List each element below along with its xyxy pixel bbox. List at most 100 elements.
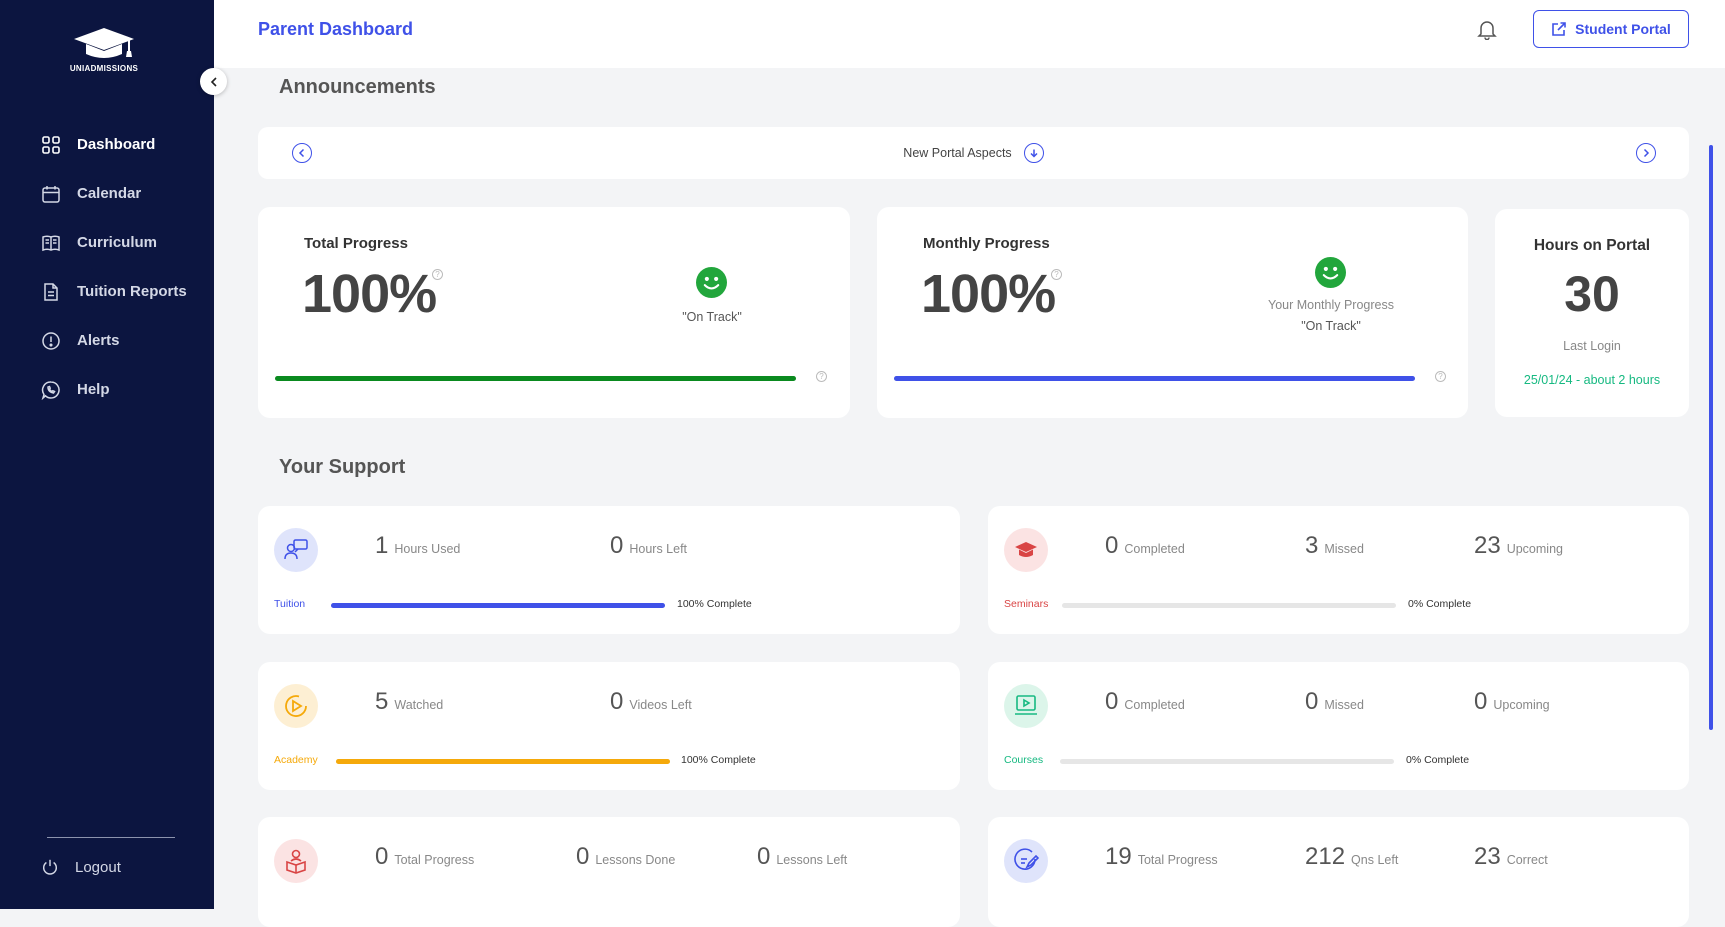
student-portal-button[interactable]: Student Portal [1533, 10, 1689, 48]
stat-label: Upcoming [1493, 698, 1550, 712]
academy-stat-watched: 5 Watched [375, 688, 443, 716]
stat-number: 0 [1105, 532, 1119, 559]
next-announcement-button[interactable] [1636, 143, 1656, 163]
hours-on-portal-value: 30 [1564, 266, 1620, 322]
courses-stat-completed: 0 Completed [1105, 688, 1185, 716]
courses-stat-upcoming: 0 Upcoming [1474, 688, 1550, 716]
expand-announcement-button[interactable] [1023, 143, 1044, 163]
announcements-title: Announcements [279, 76, 436, 98]
notifications-button[interactable] [1476, 18, 1498, 45]
stat-label: Missed [1324, 542, 1364, 556]
hours-on-portal-card: Hours on Portal 30 Last Login 25/01/24 -… [1495, 209, 1689, 417]
sidebar-item-label: Dashboard [77, 136, 156, 153]
bell-icon [1477, 21, 1497, 41]
stat-label: Correct [1506, 853, 1548, 867]
prev-announcement-button[interactable] [292, 143, 312, 163]
stat-number: 23 [1474, 843, 1501, 870]
help-icon[interactable]: ? [1051, 269, 1062, 280]
chevron-left-icon [298, 148, 305, 158]
sidebar-item-dashboard[interactable]: Dashboard [0, 120, 214, 169]
arrow-down-icon [1030, 149, 1038, 158]
stat-number: 0 [1474, 688, 1488, 715]
sidebar-item-calendar[interactable]: Calendar [0, 169, 214, 218]
power-icon [42, 859, 58, 875]
seminars-label: Seminars [1004, 598, 1049, 610]
logout-button[interactable]: Logout [41, 858, 121, 876]
help-icon[interactable]: ? [1435, 371, 1446, 382]
graduation-cap-icon [74, 28, 134, 58]
last-login-value: 25/01/24 - about 2 hours [1523, 373, 1661, 387]
academy-stat-videos-left: 0 Videos Left [610, 688, 692, 716]
total-progress-bar-fill [275, 376, 796, 381]
help-icon[interactable]: ? [432, 269, 443, 280]
sidebar-item-tuition-reports[interactable]: Tuition Reports [0, 267, 214, 316]
announcement-item[interactable]: New Portal Aspects [903, 143, 1044, 163]
stat-number: 0 [1305, 688, 1319, 715]
stat-number: 212 [1305, 843, 1346, 870]
sidebar-item-help[interactable]: Help [0, 365, 214, 414]
academy-card: 5 Watched 0 Videos Left Academy 100% Com… [258, 662, 960, 790]
academy-icon-badge [274, 684, 318, 728]
tuition-progress-bar-fill [331, 603, 665, 608]
seminars-percent-complete: 0% Complete [1408, 598, 1472, 610]
sidebar-item-alerts[interactable]: Alerts [0, 316, 214, 365]
seminars-stat-completed: 0 Completed [1105, 532, 1185, 560]
monthly-progress-status: "On Track" [1301, 319, 1361, 333]
sidebar-divider [47, 837, 175, 838]
stat-number: 19 [1105, 843, 1132, 870]
stat-label: Completed [1124, 698, 1185, 712]
alert-icon [42, 331, 60, 350]
stat-label: Videos Left [629, 698, 692, 712]
questions-stat-correct: 23 Correct [1474, 843, 1548, 871]
graduation-cap-icon [1015, 542, 1037, 557]
sidebar-item-curriculum[interactable]: Curriculum [0, 218, 214, 267]
stat-label: Upcoming [1506, 542, 1563, 556]
stat-number: 0 [375, 843, 389, 870]
tuition-stat-hours-used: 1 Hours Used [375, 532, 460, 560]
courses-progress-bar [1060, 759, 1394, 764]
main-scrollbar[interactable] [1709, 145, 1713, 730]
chevron-left-icon [210, 76, 217, 87]
academy-label: Academy [274, 754, 318, 766]
sidebar-item-label: Curriculum [77, 234, 158, 251]
questions-stat-qns-left: 212 Qns Left [1305, 843, 1398, 871]
seminars-stat-upcoming: 23 Upcoming [1474, 532, 1563, 560]
book-icon [42, 235, 60, 251]
total-progress-value: 100% [302, 264, 437, 324]
stat-number: 23 [1474, 532, 1501, 559]
edit-notes-icon [1014, 848, 1039, 870]
stat-label: Qns Left [1351, 853, 1399, 867]
total-progress-bar [275, 376, 796, 381]
stat-number: 0 [576, 843, 590, 870]
logo[interactable]: UNIADMISSIONS [68, 26, 140, 73]
stat-number: 0 [1105, 688, 1119, 715]
stat-label: Missed [1324, 698, 1364, 712]
academy-progress-bar [336, 759, 670, 764]
last-login-label: Last Login [1563, 339, 1621, 353]
document-icon [44, 282, 58, 301]
courses-stat-missed: 0 Missed [1305, 688, 1364, 716]
page-title: Parent Dashboard [258, 19, 414, 39]
lessons-card: 0 Total Progress 0 Lessons Done 0 Lesson… [258, 817, 960, 927]
chevron-right-icon [1643, 148, 1650, 158]
tuition-progress-bar [331, 603, 665, 608]
courses-icon-badge [1004, 684, 1048, 728]
tuition-percent-complete: 100% Complete [677, 598, 752, 610]
main-content: Announcements New Portal Aspects Total P… [214, 68, 1725, 927]
stat-label: Lessons Left [776, 853, 848, 867]
tutor-icon [284, 539, 308, 560]
help-icon[interactable]: ? [816, 371, 827, 382]
announcement-carousel: New Portal Aspects [258, 127, 1689, 179]
monthly-progress-bar [894, 376, 1415, 381]
stat-number: 5 [375, 688, 389, 715]
total-progress-status: "On Track" [682, 310, 742, 324]
lessons-stat-total-progress: 0 Total Progress [375, 843, 474, 871]
academy-progress-bar-fill [336, 759, 670, 764]
sidebar-item-label: Calendar [77, 185, 142, 202]
total-progress-card: Total Progress 100% ? "On Track" ? [258, 207, 850, 418]
smiley-icon [696, 267, 727, 298]
total-progress-label: Total Progress [304, 235, 408, 252]
grid-icon [42, 135, 60, 154]
student-reading-icon [286, 849, 306, 874]
collapse-sidebar-button[interactable] [200, 68, 227, 95]
